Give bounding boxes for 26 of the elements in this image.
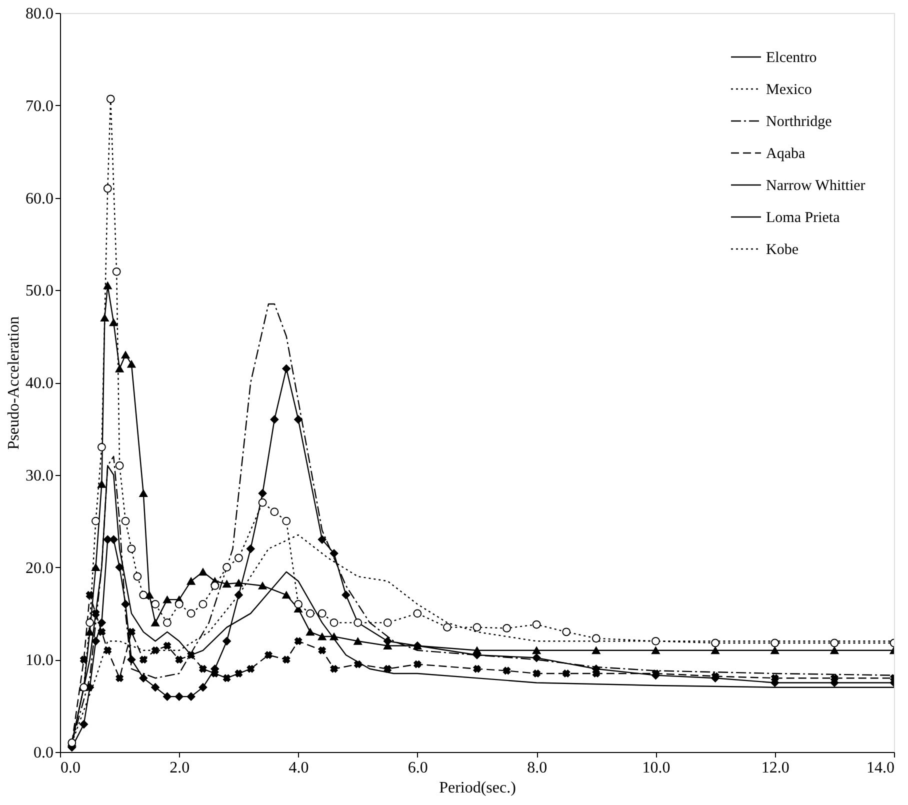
x-tick-label: 2.0 xyxy=(170,760,190,776)
y-tick-label: 80.0 xyxy=(26,6,54,22)
x-tick-label: 4.0 xyxy=(288,760,309,776)
x-tick-label: 10.0 xyxy=(642,760,670,776)
y-tick-label: 40.0 xyxy=(26,375,54,392)
legend-label: Aqaba xyxy=(766,146,806,162)
legend-label: Loma Prieta xyxy=(766,210,840,226)
legend-label: Elcentro xyxy=(766,50,817,66)
x-axis-title: Period(sec.) xyxy=(439,780,516,796)
y-tick-label: 70.0 xyxy=(26,98,54,115)
x-tick-label: 6.0 xyxy=(408,760,428,776)
legend-label: Northridge xyxy=(766,114,832,130)
y-tick-label: 0.0 xyxy=(34,744,54,762)
y-tick-label: 10.0 xyxy=(26,652,54,670)
legend-label: Kobe xyxy=(766,242,799,258)
x-tick-label: 14.0 xyxy=(866,760,894,776)
y-axis-title: Pseudo-Acceleration xyxy=(6,316,22,450)
legend-label: Narrow Whittier xyxy=(766,178,866,194)
y-tick-label: 60.0 xyxy=(26,190,54,208)
y-tick-label: 20.0 xyxy=(26,560,54,577)
x-tick-label: 8.0 xyxy=(527,760,548,776)
x-tick-label: 0.0 xyxy=(60,760,80,776)
y-tick-label: 30.0 xyxy=(26,467,54,484)
y-tick-label: 50.0 xyxy=(26,282,54,300)
x-tick-label: 12.0 xyxy=(761,760,790,776)
legend-label: Mexico xyxy=(766,82,812,98)
